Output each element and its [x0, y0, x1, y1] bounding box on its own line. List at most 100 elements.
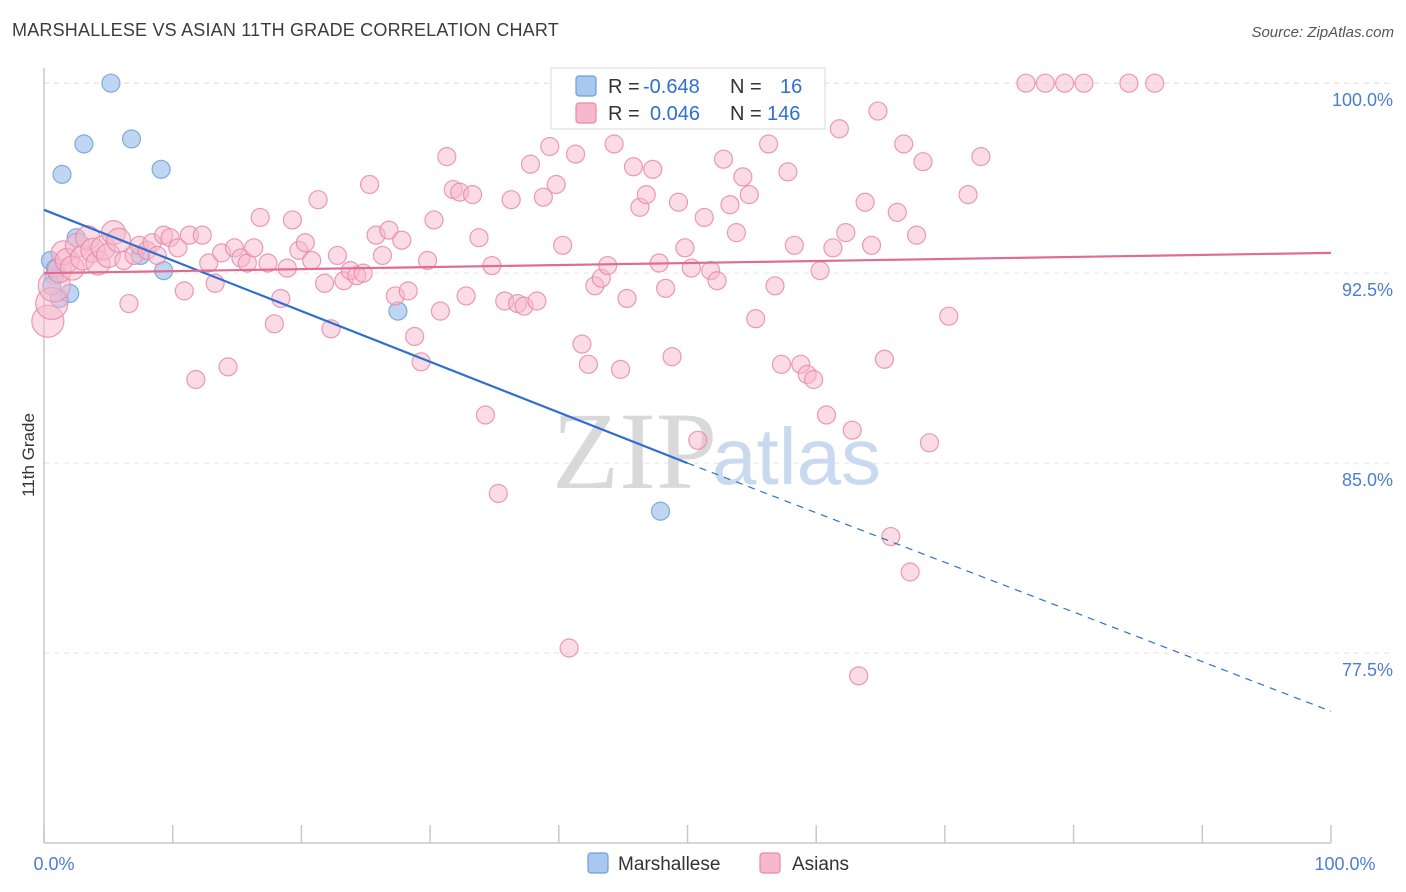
asians-point: [501, 190, 521, 210]
asians-point: [520, 154, 541, 174]
legend-swatch-asians: [575, 102, 597, 124]
legend-n-label-1: N =: [730, 103, 762, 125]
asians-trend-line: [43, 251, 1332, 275]
asians-point: [829, 119, 849, 139]
legend-r-label-1: R =: [608, 103, 640, 125]
asians-point: [720, 195, 740, 215]
legend-r-label-0: R =: [608, 76, 640, 98]
y-axis-tick-labels: 100.0% 92.5% 85.0% 77.5%: [1332, 90, 1393, 680]
asians-point: [430, 301, 450, 321]
marshallese-point: [151, 159, 171, 179]
asians-point: [527, 291, 547, 311]
asians-point: [405, 326, 425, 347]
trend-lines: [43, 208, 1332, 712]
legend-n-label-0: N =: [730, 76, 762, 98]
chart-title: MARSHALLESE VS ASIAN 11TH GRADE CORRELAT…: [12, 20, 559, 40]
bottom-legend-label-marshallese: Marshallese: [618, 854, 720, 875]
marshallese-point: [52, 164, 72, 184]
asians-point: [424, 210, 444, 230]
marshallese-trend-line: [43, 208, 688, 465]
asians-point: [887, 202, 907, 222]
asians-point: [572, 334, 592, 354]
asians-point: [379, 220, 399, 240]
asians-point: [475, 405, 496, 425]
asians-point: [1145, 73, 1165, 93]
asians-point: [295, 233, 315, 253]
legend-swatch-marshallese: [575, 75, 597, 97]
asians-point: [598, 255, 618, 276]
asians-point: [739, 185, 759, 205]
asians-point: [437, 147, 457, 167]
asians-point: [264, 314, 284, 334]
asians-point: [578, 354, 599, 374]
asians-point: [617, 288, 637, 309]
asians-point: [758, 134, 779, 154]
asians-point: [778, 162, 798, 182]
marshallese-point: [74, 134, 94, 154]
asians-point: [533, 187, 553, 207]
asians-point: [849, 666, 869, 686]
y-tick-label: 100.0%: [1332, 90, 1393, 110]
asians-point: [372, 245, 393, 266]
asians-point: [488, 483, 508, 504]
asians-point: [746, 309, 766, 329]
asians-point: [1074, 73, 1094, 93]
asians-point: [643, 159, 663, 179]
asians-point: [874, 349, 895, 369]
asians-point: [765, 276, 785, 296]
asians-point: [540, 136, 560, 157]
asians-point: [733, 167, 753, 187]
asians-point: [392, 230, 412, 250]
asians-point: [119, 293, 139, 314]
asians-point: [610, 359, 631, 379]
x-axis-ticks: [43, 825, 1332, 843]
asians-point: [836, 223, 856, 243]
asians-point: [823, 238, 843, 258]
asians-point: [707, 271, 727, 291]
legend-r-value-0: -0.648: [643, 76, 700, 98]
asians-point: [258, 253, 278, 273]
asians-point: [662, 347, 682, 367]
asians-point: [842, 420, 862, 440]
asians-point: [958, 185, 978, 205]
legend-r-value-1: 0.046: [650, 103, 700, 125]
asians-point: [192, 225, 212, 245]
correlation-legend: R = -0.648 N = 16 R = 0.046 N = 146: [550, 67, 826, 130]
asians-point: [804, 369, 824, 390]
asians-point: [1054, 73, 1075, 93]
asians-point: [360, 174, 380, 195]
asians-point: [894, 134, 914, 154]
data-points: [31, 73, 1165, 686]
marshallese-point: [121, 129, 142, 149]
asians-point: [302, 250, 322, 271]
asians-point: [688, 430, 708, 450]
asians-point: [971, 147, 991, 167]
asians-point: [282, 210, 302, 230]
asians-point: [906, 225, 927, 245]
asians-point: [168, 238, 188, 258]
asians-point: [546, 174, 566, 195]
source-label: Source: ZipAtlas.com: [1251, 24, 1394, 41]
y-tick-label: 85.0%: [1342, 470, 1393, 490]
grid-lines: [44, 82, 1391, 654]
x-tick-label-max: 100.0%: [1314, 854, 1375, 874]
asians-point: [462, 185, 483, 205]
asians-point: [656, 278, 676, 298]
asians-point: [565, 144, 586, 164]
asians-point: [713, 149, 734, 169]
bottom-legend-swatch-marshallese: [587, 852, 609, 874]
asians-point: [913, 152, 933, 172]
asians-point: [939, 306, 959, 326]
asians-point: [881, 526, 901, 547]
bottom-legend-swatch-asians: [759, 852, 781, 874]
legend-n-value-0: 16: [780, 76, 802, 98]
asians-point: [861, 235, 882, 255]
asians-point: [694, 207, 714, 228]
asians-point: [919, 433, 940, 453]
asians-point: [456, 286, 476, 306]
asians-point: [771, 354, 792, 374]
y-axis-title: 11th Grade: [19, 413, 38, 497]
asians-point: [636, 185, 656, 205]
asians-point: [353, 263, 373, 283]
